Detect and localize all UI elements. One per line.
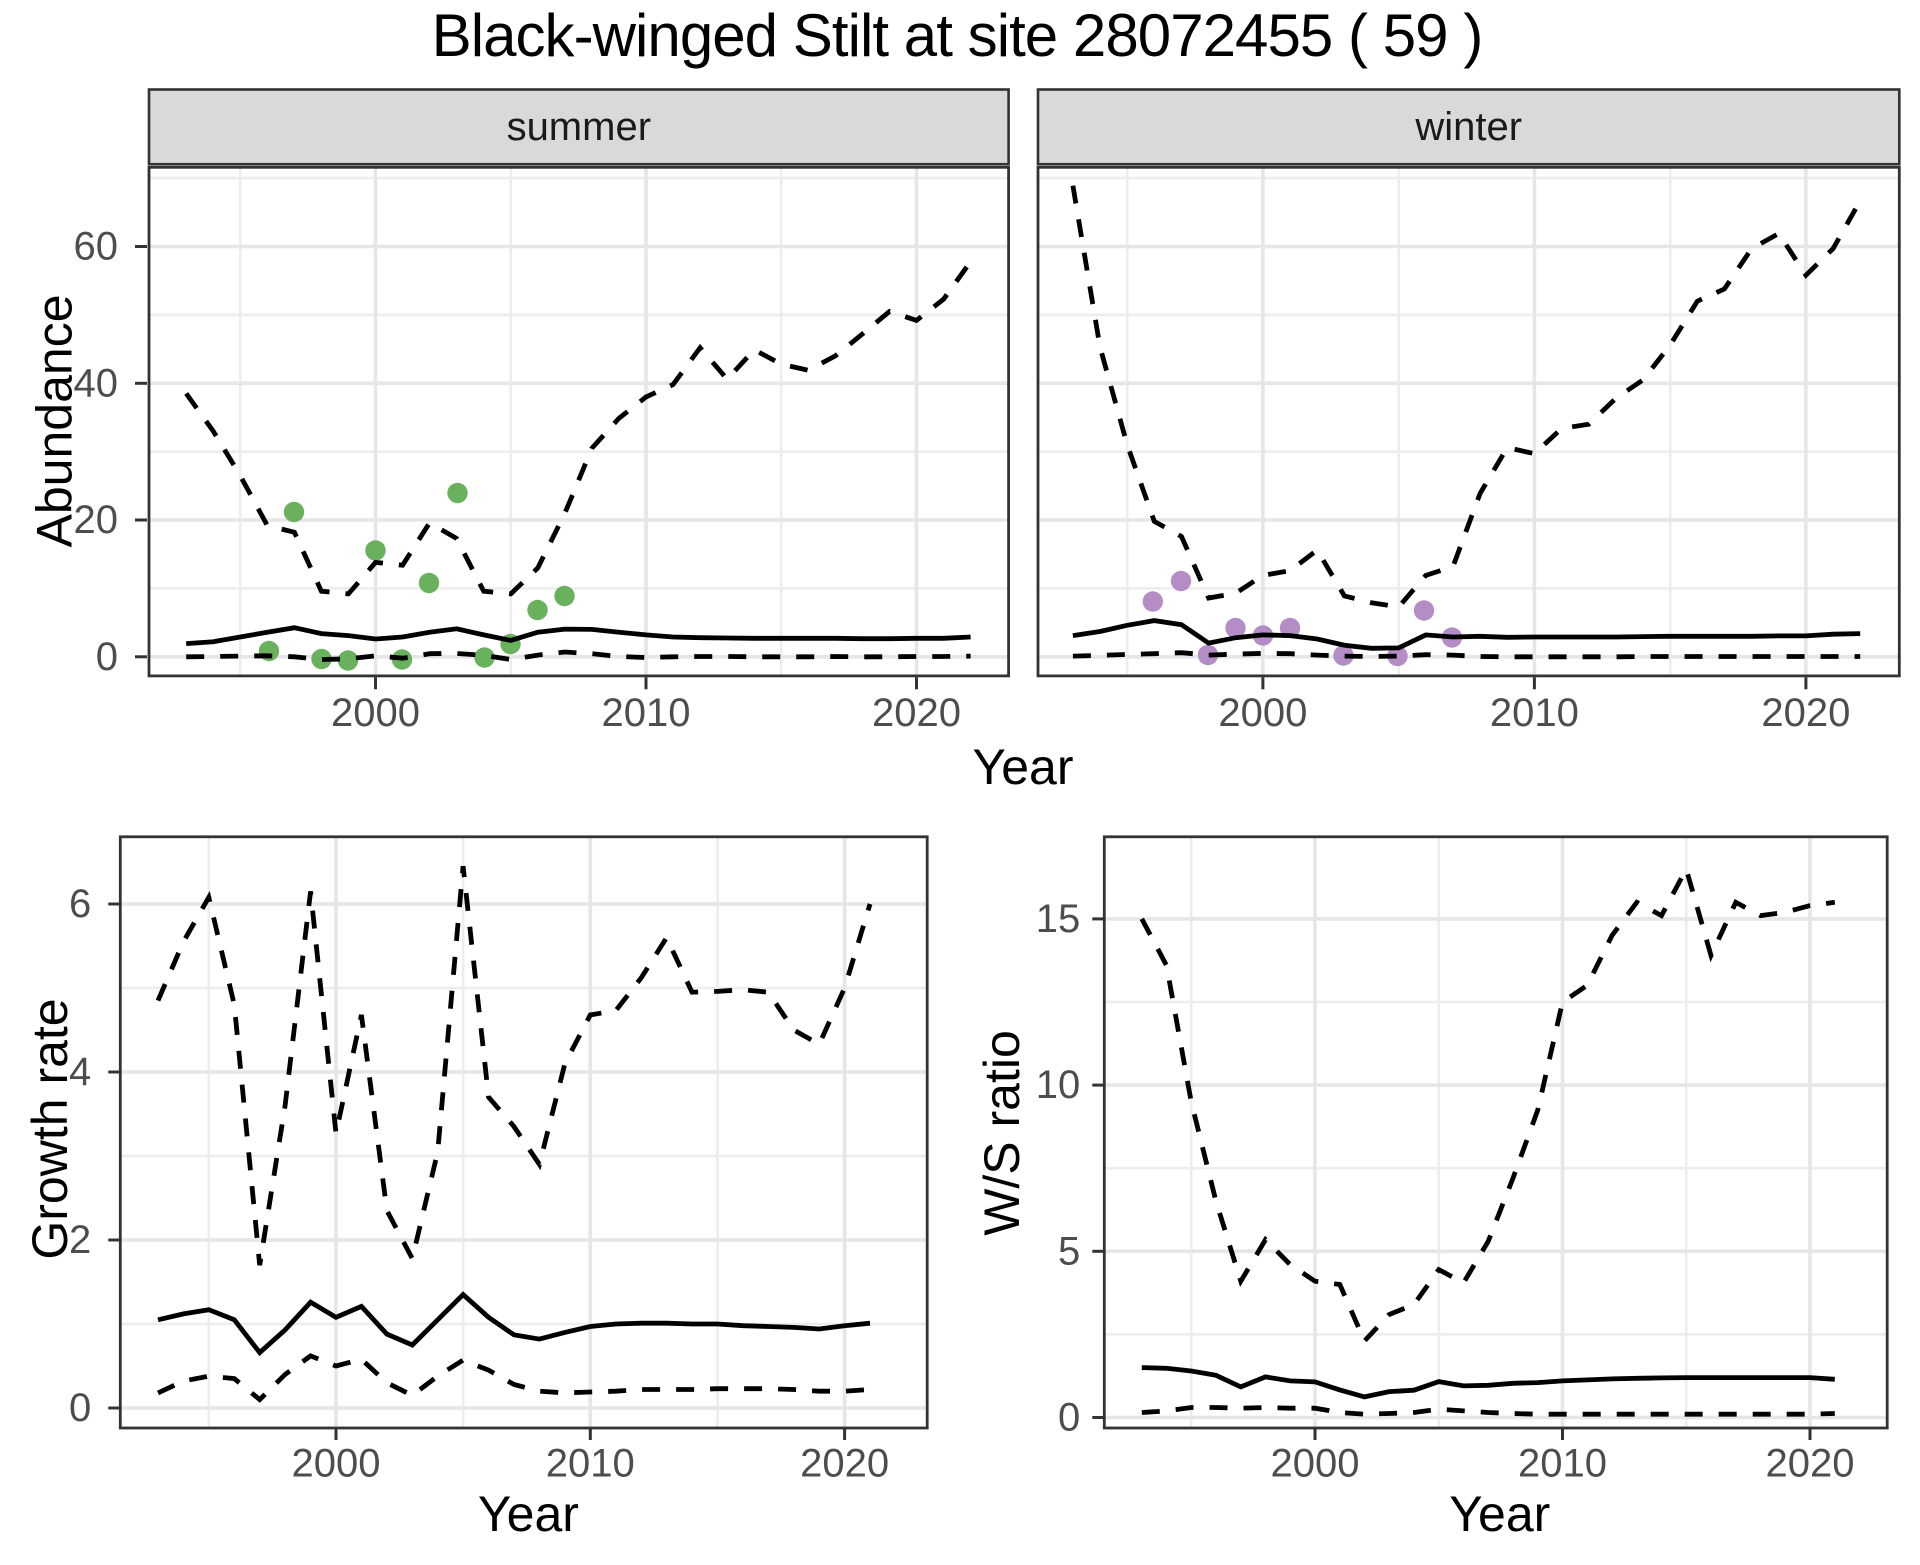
svg-text:15: 15 bbox=[1036, 897, 1081, 941]
svg-text:2000: 2000 bbox=[331, 691, 420, 735]
svg-text:0: 0 bbox=[69, 1386, 91, 1430]
svg-text:60: 60 bbox=[74, 225, 119, 269]
svg-text:2020: 2020 bbox=[1766, 1442, 1855, 1486]
svg-text:2: 2 bbox=[69, 1218, 91, 1262]
svg-text:Year: Year bbox=[972, 739, 1073, 795]
svg-text:4: 4 bbox=[69, 1050, 91, 1094]
svg-text:2010: 2010 bbox=[1490, 691, 1579, 735]
svg-text:2010: 2010 bbox=[1518, 1442, 1607, 1486]
svg-text:5: 5 bbox=[1058, 1229, 1080, 1273]
svg-text:Year: Year bbox=[1449, 1486, 1550, 1542]
svg-text:2000: 2000 bbox=[292, 1442, 381, 1486]
svg-text:20: 20 bbox=[74, 498, 119, 542]
svg-text:winter: winter bbox=[1414, 105, 1522, 149]
svg-text:0: 0 bbox=[96, 635, 118, 679]
svg-text:Abundance: Abundance bbox=[27, 294, 83, 547]
svg-text:2010: 2010 bbox=[602, 691, 691, 735]
svg-text:summer: summer bbox=[507, 105, 651, 149]
svg-text:2000: 2000 bbox=[1218, 691, 1307, 735]
svg-text:2010: 2010 bbox=[546, 1442, 635, 1486]
svg-text:40: 40 bbox=[74, 361, 119, 405]
svg-text:6: 6 bbox=[69, 882, 91, 926]
svg-text:2000: 2000 bbox=[1271, 1442, 1360, 1486]
svg-text:Year: Year bbox=[478, 1486, 579, 1542]
svg-text:0: 0 bbox=[1058, 1396, 1080, 1440]
svg-text:Growth rate: Growth rate bbox=[22, 998, 78, 1259]
svg-text:2020: 2020 bbox=[800, 1442, 889, 1486]
svg-text:W/S ratio: W/S ratio bbox=[974, 1030, 1030, 1236]
svg-text:2020: 2020 bbox=[1761, 691, 1850, 735]
svg-text:2020: 2020 bbox=[872, 691, 961, 735]
svg-text:10: 10 bbox=[1036, 1063, 1081, 1107]
svg-text:Black-winged Stilt at site 280: Black-winged Stilt at site 28072455 ( 59… bbox=[432, 2, 1483, 69]
